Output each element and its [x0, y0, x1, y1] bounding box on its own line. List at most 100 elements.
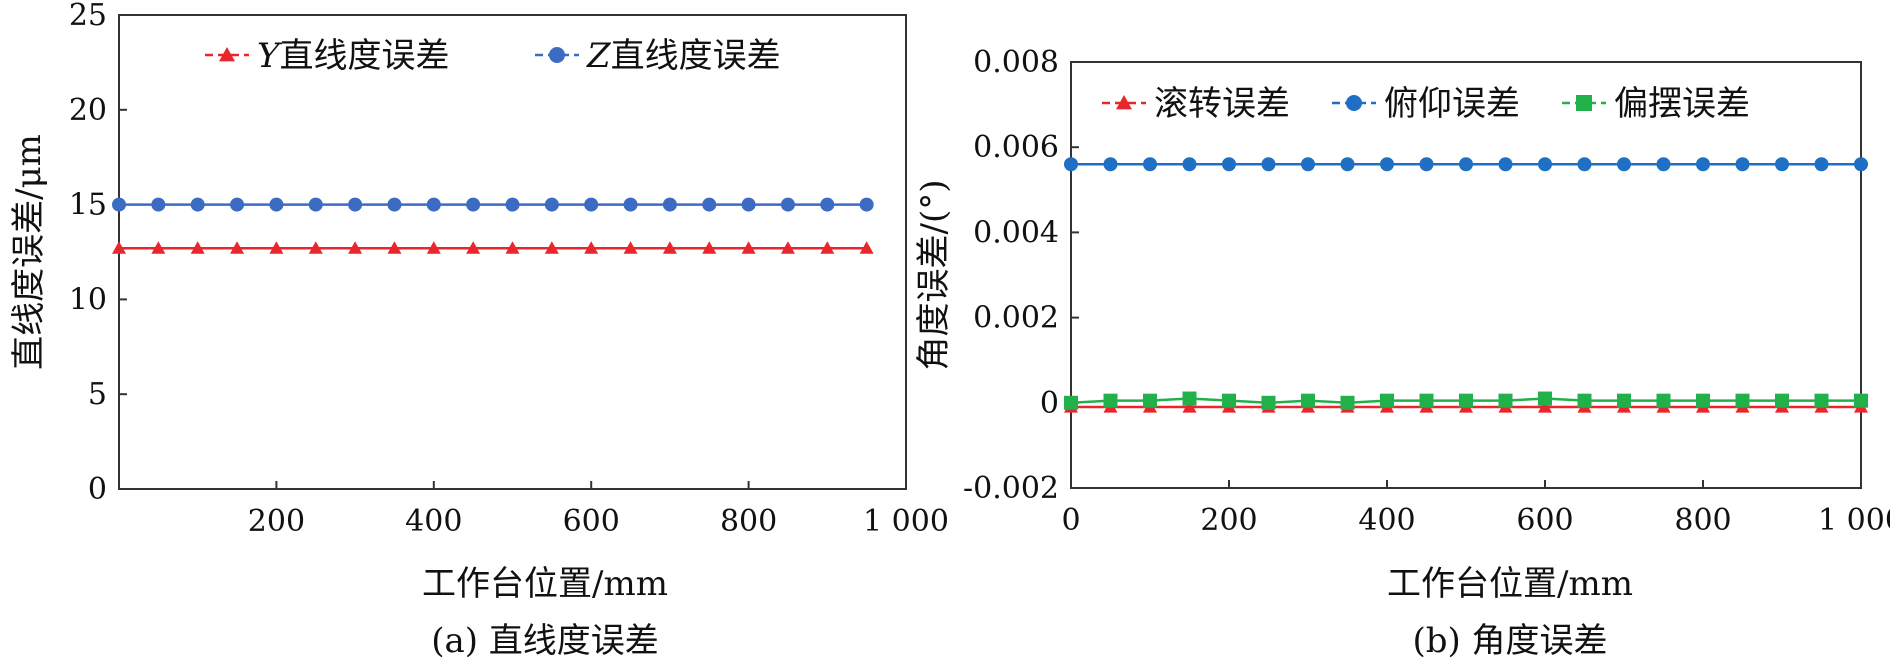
x-axis-label-a: 工作台位置/mm — [422, 564, 668, 604]
x-tick-label: 1 000 — [1818, 503, 1890, 538]
data-point — [780, 197, 795, 212]
data-point — [1617, 157, 1631, 172]
data-point — [505, 241, 520, 254]
data-point — [1340, 395, 1355, 410]
caption-a: (a) 直线度误差 — [431, 621, 659, 661]
x-tick-label: 400 — [405, 504, 462, 539]
data-point — [1222, 157, 1236, 172]
data-point — [662, 197, 677, 212]
x-tick-label: 800 — [1674, 503, 1731, 538]
data-point — [780, 241, 795, 254]
legend-b: 滚转误差 俯仰误差 偏摆误差 — [1102, 84, 1750, 124]
data-point — [1854, 393, 1868, 408]
data-point — [1538, 391, 1552, 406]
data-point — [1538, 400, 1552, 413]
data-point — [1064, 157, 1078, 172]
data-point — [466, 241, 481, 254]
y-tick-label: 15 — [69, 188, 107, 223]
data-point — [1656, 157, 1671, 172]
data-point — [1814, 393, 1829, 408]
data-point — [190, 197, 205, 212]
caption-b: (b) 角度误差 — [1412, 621, 1607, 661]
data-point — [1696, 157, 1710, 172]
data-point — [1617, 393, 1631, 408]
y-tick-label: 10 — [69, 282, 107, 317]
data-point — [702, 197, 717, 212]
data-point — [112, 241, 126, 254]
data-point — [859, 241, 874, 254]
series-2 — [112, 197, 874, 212]
data-point — [1735, 393, 1750, 408]
legend-marker — [1116, 95, 1132, 110]
legend-label: Z直线度误差 — [586, 36, 781, 76]
y-axis-label-a: 直线度误差/μm — [9, 134, 49, 370]
y-tick-label: 0.008 — [973, 45, 1059, 80]
y-tick-label: 0.006 — [973, 130, 1059, 165]
y-tick-label: 0.004 — [973, 215, 1059, 250]
x-axis-label-b: 工作台位置/mm — [1387, 564, 1633, 604]
data-point — [387, 241, 402, 254]
legend-marker — [1346, 95, 1362, 111]
data-point — [387, 197, 402, 212]
data-point — [308, 197, 323, 212]
data-point — [741, 197, 756, 212]
data-point — [1182, 400, 1197, 413]
data-point — [1261, 157, 1276, 172]
data-point — [308, 241, 323, 254]
y-tick-label: -0.002 — [963, 471, 1059, 506]
x-tick-label: 200 — [248, 504, 305, 539]
data-point — [1261, 395, 1276, 410]
data-point — [151, 197, 166, 212]
data-point — [662, 241, 677, 254]
data-point — [1301, 157, 1315, 172]
data-point — [820, 241, 835, 254]
data-point — [466, 197, 481, 212]
data-point — [230, 241, 245, 254]
data-point — [426, 241, 441, 254]
data-point — [151, 241, 166, 254]
data-point — [1814, 157, 1829, 172]
data-point — [1775, 393, 1789, 408]
data-point — [1577, 393, 1592, 408]
data-point — [1696, 393, 1710, 408]
x-tick-label: 400 — [1358, 503, 1415, 538]
legend-item: 俯仰误差 — [1332, 84, 1520, 124]
data-point — [1222, 393, 1236, 408]
legend-item: Z直线度误差 — [535, 36, 781, 76]
data-point — [1301, 393, 1315, 408]
y-tick-label: 25 — [69, 0, 107, 33]
data-point — [1854, 157, 1868, 172]
y-tick-label: 5 — [88, 377, 107, 412]
data-point — [1656, 393, 1671, 408]
series-2 — [1064, 157, 1868, 172]
data-point — [1340, 157, 1355, 172]
data-point — [269, 197, 284, 212]
data-point — [741, 241, 756, 254]
y-tick-label: 0.002 — [973, 301, 1059, 336]
data-point — [1459, 393, 1473, 408]
data-point — [1459, 157, 1473, 172]
legend-marker — [549, 47, 565, 63]
series-3 — [1064, 391, 1868, 410]
data-point — [623, 197, 638, 212]
legend-a: Y直线度误差 Z直线度误差 — [205, 36, 781, 76]
data-point — [190, 241, 205, 254]
legend-marker — [219, 47, 235, 62]
legend-label: 俯仰误差 — [1384, 84, 1520, 124]
data-point — [1577, 157, 1592, 172]
data-point — [1538, 157, 1552, 172]
x-tick-label: 600 — [563, 504, 620, 539]
data-point — [348, 241, 363, 254]
data-point — [112, 197, 126, 212]
x-tick-label: 1 000 — [863, 504, 949, 539]
data-point — [1143, 393, 1157, 408]
x-tick-label: 0 — [1061, 503, 1080, 538]
y-tick-label: 0 — [1040, 386, 1059, 421]
data-point — [702, 241, 717, 254]
legend-label: 滚转误差 — [1154, 84, 1290, 124]
y-tick-label: 20 — [69, 93, 107, 128]
data-point — [1064, 395, 1078, 410]
plot-frame-b — [1070, 61, 1862, 489]
legend-marker — [1576, 95, 1592, 111]
